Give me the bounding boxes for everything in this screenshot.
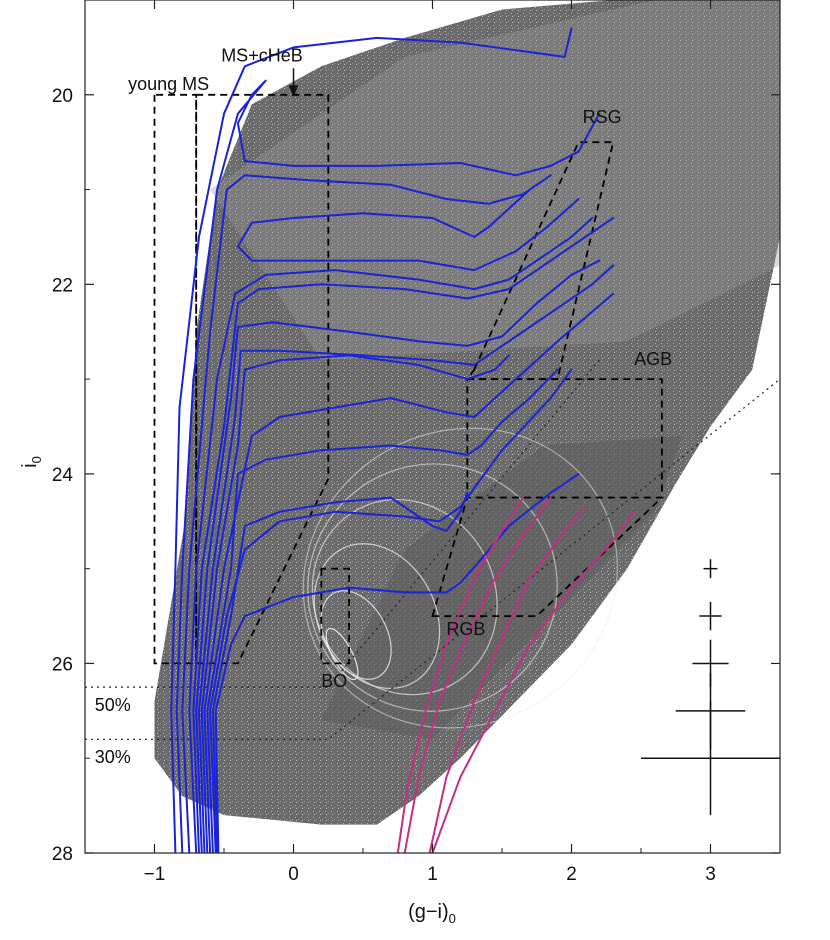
x-axis-title: (g−i)0 [408, 901, 456, 926]
annotation-rsg: RSG [583, 107, 622, 127]
y-axis-title: i0 [19, 456, 44, 468]
isochrone-old-16 [428, 506, 587, 853]
isochrone-young-10 [206, 368, 559, 853]
x-tick-label: 3 [705, 864, 716, 885]
density-contour [313, 543, 441, 690]
isochrone-young-13 [214, 472, 580, 853]
plot-area [85, 0, 780, 853]
density-contour [302, 427, 618, 729]
axes: −1 0 1 2 3 20 22 24 26 28 [52, 0, 781, 885]
isochrone-young-6 [195, 259, 601, 853]
y-tick-label: 28 [52, 844, 73, 865]
y-axis-title-sub: 0 [29, 456, 44, 463]
error-bars [641, 559, 780, 816]
x-axis-title-main: (g−i) [408, 901, 449, 923]
x-tick-label: 1 [427, 864, 438, 885]
isochrone-young-3 [181, 174, 580, 853]
ms-cheb-arrowhead [288, 85, 299, 97]
isochrone-young-1 [170, 27, 573, 853]
y-tick-label: 26 [52, 654, 73, 675]
isochrone-old-17 [431, 510, 636, 853]
region-rsg [465, 141, 615, 381]
isochrone-young-12 [211, 491, 469, 853]
isochrone-young-2 [175, 79, 601, 853]
x-tick-label: 2 [566, 864, 577, 885]
isochrone-young-5 [192, 217, 615, 853]
isochrone-young-11 [209, 368, 573, 853]
y-axis-title-main: i [19, 463, 41, 467]
isochrone-old-14 [396, 496, 524, 853]
annotation-30-: 30% [95, 747, 131, 767]
y-tick-label: 22 [52, 275, 73, 296]
annotation-ms-cheb: MS+cHeB [221, 46, 303, 66]
isochrone-young-7 [198, 264, 615, 853]
y-tick-label: 20 [52, 86, 73, 107]
isochrone-young-4 [188, 217, 594, 853]
region-bo [320, 567, 351, 665]
annotation-agb: AGB [634, 349, 672, 369]
isochrone-young-9 [203, 292, 615, 853]
annotation-50-: 50% [95, 695, 131, 715]
density-contour [325, 627, 359, 681]
isochrones [170, 27, 636, 853]
region-rgb [431, 496, 665, 617]
rgb-star-core [321, 436, 683, 740]
density-contours [302, 427, 618, 729]
region-young-ms [153, 93, 198, 665]
isochrone-young-8 [200, 354, 510, 853]
annotation-bo: BO [321, 671, 347, 691]
x-axis-title-sub: 0 [449, 911, 456, 926]
isochrone-old-15 [403, 496, 552, 853]
annotations: MS+cHeB young MS RSG AGB RGB BO 50% 30% [95, 46, 672, 767]
x-tick-label: 0 [288, 864, 299, 885]
annotation-young-ms: young MS [128, 74, 209, 94]
y-tick-label: 24 [52, 465, 74, 486]
annotation-rgb: RGB [446, 619, 485, 639]
x-tick-label: −1 [144, 864, 166, 885]
upper-star-haze [210, 0, 780, 361]
